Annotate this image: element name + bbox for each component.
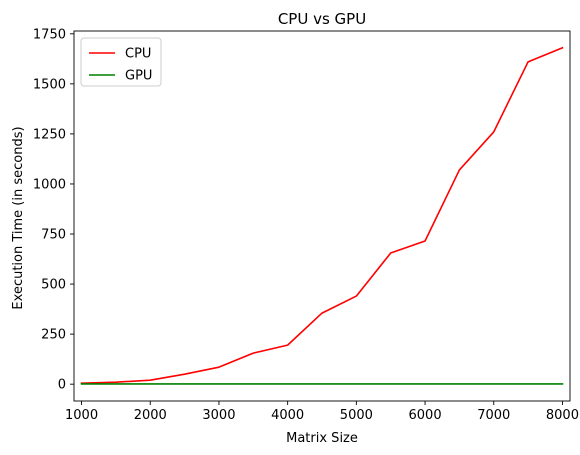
x-axis-ticks: 1000 2000 3000 4000 5000 6000 7000 8000: [65, 401, 579, 423]
y-tick-label: 1000: [33, 177, 66, 192]
legend-label-gpu: GPU: [125, 69, 152, 84]
plot-area: [73, 30, 571, 402]
y-tick-label: 250: [41, 328, 66, 343]
y-tick-label: 1250: [33, 127, 66, 142]
y-tick-label: 750: [41, 228, 66, 243]
y-tick-label: 1750: [33, 27, 66, 42]
x-tick-label: 8000: [546, 408, 579, 423]
legend: CPU GPU: [80, 37, 162, 87]
x-tick-label: 4000: [271, 408, 304, 423]
legend-label-cpu: CPU: [125, 47, 151, 62]
x-tick-label: 5000: [340, 408, 373, 423]
series-line-cpu: [80, 46, 564, 385]
x-axis-label: Matrix Size: [286, 431, 358, 446]
axes-frame: [73, 30, 571, 402]
x-tick-label: 7000: [477, 408, 510, 423]
legend-box: [80, 37, 162, 87]
y-tick-label: 500: [41, 278, 66, 293]
chart-title: CPU vs GPU: [278, 10, 366, 28]
x-tick-label: 1000: [65, 408, 98, 423]
x-tick-label: 6000: [409, 408, 442, 423]
y-tick-label: 0: [58, 378, 66, 393]
x-tick-label: 3000: [202, 408, 235, 423]
y-axis-ticks: 0 250 500 750 1000 1250 1500 1750: [33, 27, 74, 393]
y-axis-label: Execution Time (in seconds): [11, 126, 26, 309]
x-tick-label: 2000: [134, 408, 167, 423]
y-tick-label: 1500: [33, 77, 66, 92]
